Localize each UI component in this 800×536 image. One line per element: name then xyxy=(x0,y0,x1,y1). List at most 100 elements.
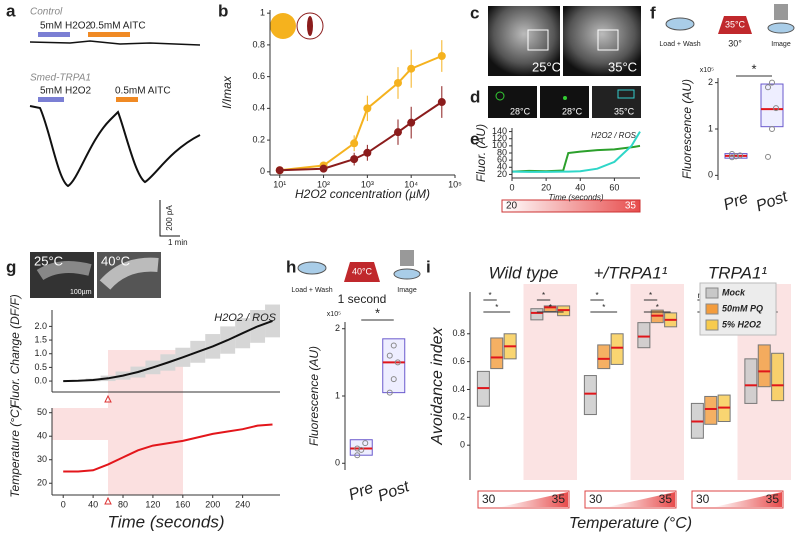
group-title: TRPA1¹ xyxy=(708,263,768,282)
marker xyxy=(495,91,505,101)
stimulus-label: 0.5mM AITC xyxy=(90,21,146,32)
y-tick-label: 1 xyxy=(335,390,340,400)
y-axis-label: Fluorescence (AU) xyxy=(680,79,694,179)
y-tick-label: 2 xyxy=(335,323,340,333)
annotation: H2O2 / ROS xyxy=(214,312,276,324)
roi xyxy=(527,29,549,51)
x-axis-label: Time (seconds) xyxy=(108,512,225,531)
y-tick-label: 0.2 xyxy=(452,412,465,422)
axis-scale: x10⁵ xyxy=(700,67,714,74)
y-tick-label: 30 xyxy=(37,454,47,464)
panel-letter: e xyxy=(470,129,479,148)
panel-letter: f xyxy=(650,3,656,22)
significance: * xyxy=(375,305,380,320)
x-tick-label: 10² xyxy=(317,179,330,189)
data-line xyxy=(279,55,443,172)
step-label: Load + Wash xyxy=(291,287,332,294)
data-line xyxy=(511,144,641,173)
temperature-label: 25°C xyxy=(34,253,63,268)
temperature-label: 28°C xyxy=(510,106,531,116)
category-label: Pre xyxy=(347,479,376,504)
y-tick-label: 60 xyxy=(497,155,507,165)
data-point xyxy=(390,376,397,383)
marker xyxy=(104,496,112,505)
group-title: Wild type xyxy=(489,263,559,282)
x-tick-label: 10⁵ xyxy=(448,179,462,189)
y-tick-label: 0.2 xyxy=(252,134,265,144)
temperature-label: 25°C xyxy=(532,59,561,74)
box xyxy=(530,308,544,321)
scale-label: 1 min xyxy=(168,238,188,247)
temperature-label: 35 xyxy=(552,492,566,506)
data-line xyxy=(63,319,273,383)
y-tick-label: 140 xyxy=(492,126,507,136)
y-tick-label: 2 xyxy=(708,77,713,87)
x-axis-label: Time (seconds) xyxy=(548,193,603,202)
annotation: H2O2 / ROS xyxy=(591,131,637,140)
y-tick-label: 1.5 xyxy=(34,334,47,344)
temperature-ramp xyxy=(607,492,675,507)
y-tick-label: 1 xyxy=(708,123,713,133)
box xyxy=(760,83,784,128)
y-tick-label: 100 xyxy=(492,140,507,150)
scale-label: 200 pA xyxy=(165,205,174,231)
panel-letter: i xyxy=(426,257,431,276)
panel-letter: b xyxy=(218,1,228,20)
box xyxy=(490,337,504,370)
dish-icon xyxy=(297,261,327,275)
significance: * xyxy=(649,291,652,300)
x-tick-label: 240 xyxy=(235,499,250,509)
data-point xyxy=(386,352,393,359)
temperature-ramp xyxy=(714,492,782,507)
step-label: 35°C xyxy=(725,19,746,29)
y-tick-label: 20 xyxy=(37,478,47,488)
data-point xyxy=(437,52,446,61)
stimulus-label: 5mM H2O2 xyxy=(40,86,92,97)
temperature-label: 35 xyxy=(766,492,780,506)
panel-letter: a xyxy=(6,1,16,20)
marker xyxy=(563,96,567,100)
panel-letter: g xyxy=(6,257,16,276)
box xyxy=(757,344,771,388)
data-point xyxy=(363,104,372,113)
y-tick-label: 0.8 xyxy=(252,39,265,49)
legend-swatch xyxy=(705,319,719,331)
data-point xyxy=(393,78,402,87)
category-label: Post xyxy=(754,188,790,215)
scale-bar xyxy=(159,200,180,237)
heater-icon xyxy=(718,16,752,34)
trace-label: Smed-TRPA1 xyxy=(30,73,91,84)
temperature-label: 35 xyxy=(659,492,673,506)
data-line xyxy=(63,423,273,473)
legend-label: 50mM PQ xyxy=(722,303,763,313)
colorbar-label: 35 xyxy=(625,201,637,212)
x-tick-label: 20 xyxy=(541,182,551,192)
worm-icon xyxy=(270,13,296,39)
dish-icon xyxy=(665,17,695,31)
data-point xyxy=(362,440,369,447)
image-content xyxy=(99,257,159,290)
x-tick-label: 10⁴ xyxy=(404,179,418,189)
temperature-label: 28°C xyxy=(562,106,583,116)
x-axis-label: Temperature (°C) xyxy=(569,515,692,532)
data-point xyxy=(729,151,735,158)
significance: * xyxy=(751,61,756,76)
image xyxy=(540,86,589,118)
y-tick-label: 0.4 xyxy=(252,103,265,113)
legend-swatch xyxy=(705,303,719,315)
y-tick-label: 0.0 xyxy=(34,375,47,385)
category-label: Pre xyxy=(721,189,750,214)
temperature-label: 35°C xyxy=(614,106,635,116)
x-tick-label: 80 xyxy=(118,499,128,509)
data-point xyxy=(354,445,361,452)
temperature-label: 30 xyxy=(696,492,710,506)
data-point xyxy=(437,98,446,107)
x-tick-label: 160 xyxy=(175,499,190,509)
y-tick-label: 0 xyxy=(335,458,340,468)
data-point xyxy=(275,166,284,175)
dish-icon xyxy=(393,268,421,280)
current-trace xyxy=(29,40,201,46)
legend-label: 5% H2O2 xyxy=(722,319,761,329)
colorbar xyxy=(501,199,641,213)
